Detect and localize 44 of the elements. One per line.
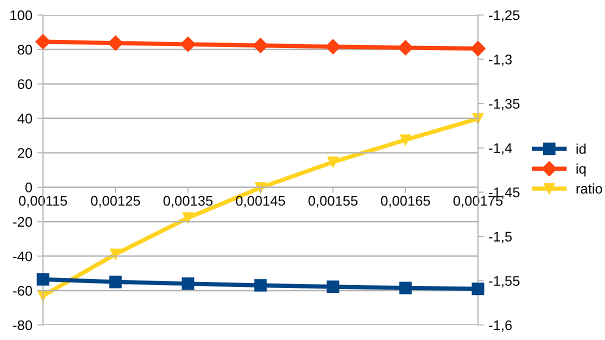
- y-tick-label: -80: [13, 320, 32, 330]
- point: [108, 36, 124, 51]
- x-tick-label: 0,00135: [163, 196, 213, 208]
- point: [109, 276, 122, 288]
- point: [254, 279, 267, 292]
- y-tick-label: 0: [25, 182, 32, 192]
- x-tick-label: 0,00155: [308, 196, 358, 208]
- x-tick-label: 0,00165: [380, 196, 430, 208]
- y-tick-label: 40: [17, 114, 32, 124]
- y2-tick-label: -1,3: [489, 54, 512, 66]
- point: [400, 134, 412, 146]
- point: [35, 34, 51, 50]
- point: [252, 38, 268, 54]
- y-tick-label: 100: [10, 10, 32, 20]
- point: [325, 39, 341, 54]
- y2-tick-label: -1,55: [489, 276, 520, 288]
- point: [110, 248, 122, 260]
- x-tick-label: 0,00125: [90, 196, 140, 208]
- point: [326, 280, 340, 294]
- y2-tick-label: -1,35: [489, 98, 520, 110]
- y2-tick-label: -1,4: [489, 143, 512, 155]
- point: [182, 212, 194, 224]
- legend-label: iq: [576, 164, 586, 176]
- legend-label: id: [576, 144, 586, 154]
- x-tick-label: 0,00145: [236, 196, 286, 208]
- point: [36, 273, 50, 286]
- y-tick-label: 80: [18, 44, 32, 55]
- y-tick-label: -40: [13, 251, 32, 262]
- point: [470, 41, 486, 56]
- y-tick-label: -60: [13, 286, 32, 296]
- point: [327, 156, 339, 168]
- x-tick-label: 0,00115: [18, 196, 68, 208]
- y2-tick-label: -1,5: [489, 232, 512, 244]
- point: [398, 40, 414, 56]
- point: [180, 36, 196, 52]
- y-tick-label: 20: [18, 148, 32, 158]
- y-tick-label: 60: [18, 79, 32, 90]
- point: [399, 282, 412, 294]
- y2-tick-label: -1,25: [489, 10, 520, 22]
- legend-label: ratio: [576, 183, 602, 194]
- y2-tick-label: -1,6: [489, 320, 512, 332]
- y-tick-label: -20: [13, 217, 32, 227]
- point: [472, 282, 484, 296]
- point: [182, 277, 194, 290]
